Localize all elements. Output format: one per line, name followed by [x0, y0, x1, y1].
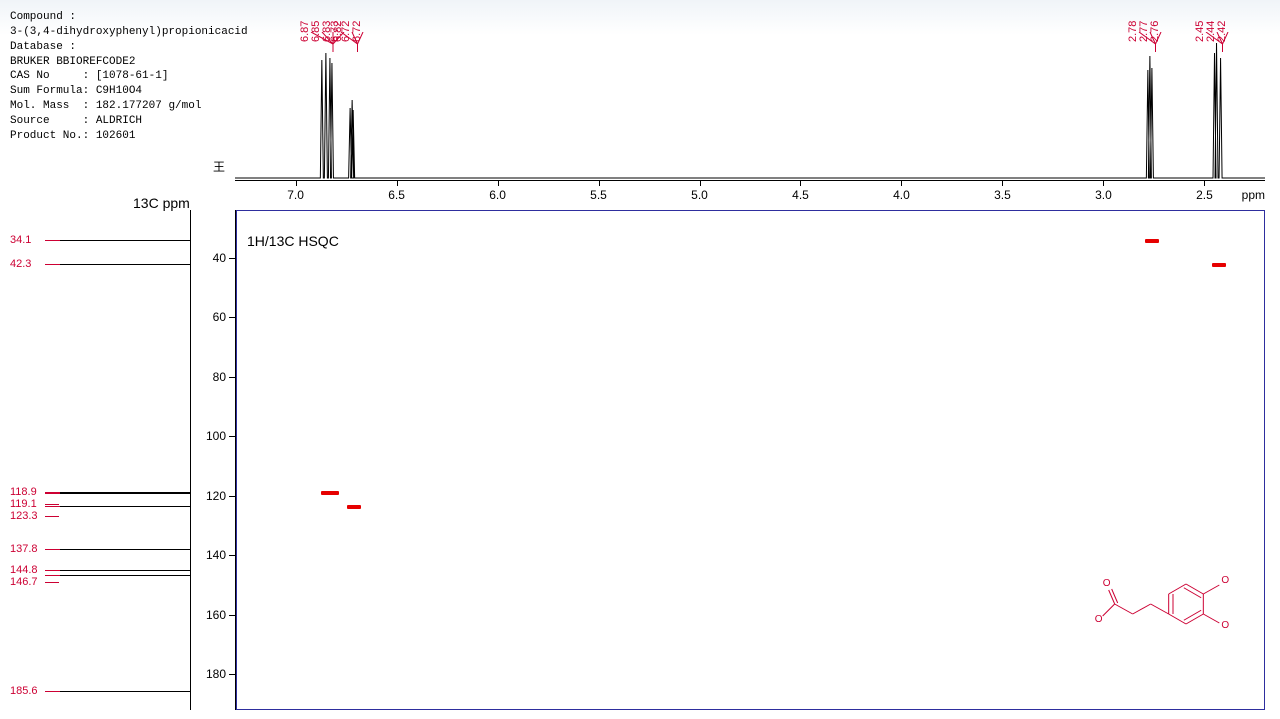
- cas-row: CAS No : [1078-61-1]: [10, 69, 248, 84]
- spectrum-1h-trace: [235, 43, 1265, 178]
- peak-label-13c: 146.7: [10, 576, 38, 588]
- axis-13c-tick-label: 180: [198, 667, 226, 681]
- peak-label-13c: 34.1: [10, 234, 31, 246]
- axis-13c-tick-label: 100: [198, 429, 226, 443]
- peak-line-13c: [60, 691, 190, 692]
- axis-13c-tick-label: 120: [198, 489, 226, 503]
- source-row: Source : ALDRICH: [10, 114, 248, 129]
- peak-label-13c: 118.9: [10, 486, 37, 498]
- axis-1h-tick: [1002, 180, 1003, 186]
- formula-row: Sum Formula: C9H10O4: [10, 84, 248, 99]
- peak-label-13c: 185.6: [10, 685, 38, 697]
- peak-line-13c: [60, 549, 190, 550]
- axis-1h-tick: [700, 180, 701, 186]
- peak-connector-13c: [45, 493, 60, 504]
- axis-1h-tick: [1204, 180, 1205, 186]
- norm-symbol: 王: [213, 158, 225, 175]
- axis-1h-tick: [599, 180, 600, 186]
- hsqc-cross-peak: [1145, 239, 1159, 243]
- hsqc-plot: 1H/13C HSQC O O O O: [236, 210, 1265, 710]
- axis-1h-tick-label: 5.5: [590, 188, 607, 202]
- axis-13c-tick: [229, 496, 235, 497]
- axis-1h-tick: [296, 180, 297, 186]
- peak-tick-13c: [45, 516, 59, 517]
- axis-13c-tick-label: 160: [198, 608, 226, 622]
- molecule-structure: O O O O: [1046, 549, 1246, 649]
- axis-1h-tick: [800, 180, 801, 186]
- axis-1h-tick-label: 6.0: [489, 188, 506, 202]
- spectrum-13c-baseline: [190, 210, 191, 710]
- database-key: Database :: [10, 40, 248, 55]
- axis-13c-tick: [229, 615, 235, 616]
- axis-1h-tick: [1103, 180, 1104, 186]
- svg-text:O: O: [1221, 575, 1229, 586]
- axis-13c-title: 13C ppm: [133, 195, 190, 211]
- peak-line-13c: [60, 575, 190, 576]
- product-row: Product No.: 102601: [10, 129, 248, 144]
- axis-13c-tick: [229, 317, 235, 318]
- peak-tick-13c: [45, 549, 59, 550]
- peak-connector-13c: [45, 506, 60, 517]
- peak-line-13c: [60, 264, 190, 265]
- peak-tick-13c: [45, 582, 59, 583]
- peak-line-13c: [60, 240, 190, 241]
- axis-13c-tick: [229, 258, 235, 259]
- peak-tick-13c: [45, 240, 59, 241]
- hsqc-cross-peak: [1212, 263, 1226, 267]
- peak-tick-13c: [45, 570, 59, 571]
- axis-1h-tick-label: 5.0: [691, 188, 708, 202]
- axis-1h-unit: ppm: [1242, 188, 1265, 202]
- axis-1h-tick: [498, 180, 499, 186]
- database-val: BRUKER BBIOREFCODE2: [10, 55, 248, 70]
- peak-line-13c: [60, 506, 190, 507]
- compound-val: 3-(3,4-dihydroxyphenyl)propionicacid: [10, 25, 248, 40]
- compound-key: Compound :: [10, 10, 248, 25]
- axis-1h-tick: [397, 180, 398, 186]
- axis-13c-tick: [229, 674, 235, 675]
- spectrum-1h: [235, 40, 1265, 180]
- axis-1h: 7.0 6.5 6.0 5.5 5.0 4.5 4.0 3.5 3.0 2.5 ppm: [235, 180, 1265, 205]
- axis-13c-tick-label: 60: [198, 310, 226, 324]
- peak-line-13c: [60, 493, 190, 494]
- axis-13c-tick: [229, 377, 235, 378]
- svg-text:O: O: [1221, 620, 1229, 631]
- peak-label-13c: 144.8: [10, 564, 38, 576]
- peak-label-13c: 137.8: [10, 543, 38, 555]
- axis-1h-tick-label: 2.5: [1196, 188, 1213, 202]
- axis-1h-tick-label: 6.5: [388, 188, 405, 202]
- axis-1h-tick-label: 4.5: [792, 188, 809, 202]
- axis-13c-tick-label: 40: [198, 251, 226, 265]
- axis-13c-tick-label: 80: [198, 370, 226, 384]
- metadata-block: Compound : 3-(3,4-dihydroxyphenyl)propio…: [10, 10, 248, 144]
- mass-row: Mol. Mass : 182.177207 g/mol: [10, 99, 248, 114]
- peak-label-13c: 123.3: [10, 510, 38, 522]
- hsqc-cross-peak: [347, 505, 361, 509]
- axis-1h-tick-label: 3.0: [1095, 188, 1112, 202]
- axis-1h-tick-label: 7.0: [287, 188, 304, 202]
- axis-1h-tick: [901, 180, 902, 186]
- peak-label-13c: 119.1: [10, 498, 37, 510]
- axis-1h-tick-label: 3.5: [994, 188, 1011, 202]
- axis-13c-tick: [229, 555, 235, 556]
- hsqc-title: 1H/13C HSQC: [247, 233, 339, 249]
- axis-1h-tick-label: 4.0: [893, 188, 910, 202]
- svg-text:O: O: [1095, 614, 1103, 625]
- peak-tick-13c: [45, 264, 59, 265]
- axis-1h-line: [235, 180, 1265, 181]
- peak-label-13c: 42.3: [10, 258, 31, 270]
- svg-text:O: O: [1103, 578, 1111, 589]
- peak-line-13c: [60, 570, 190, 571]
- axis-13c-tick-label: 140: [198, 548, 226, 562]
- peak-tick-13c: [45, 691, 59, 692]
- axis-13c-tick: [229, 436, 235, 437]
- hsqc-cross-peak: [321, 491, 339, 495]
